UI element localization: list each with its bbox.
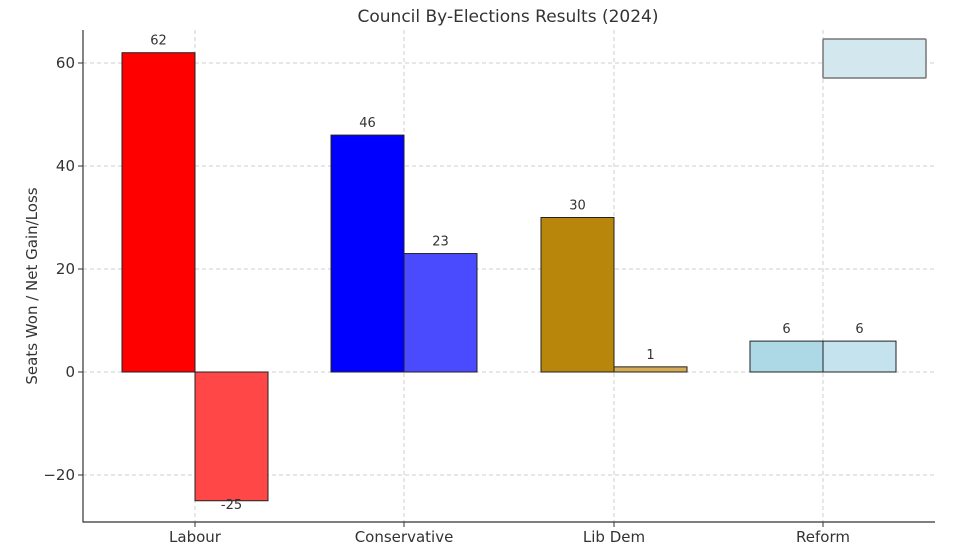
chart-title: Council By-Elections Results (2024)	[358, 7, 659, 27]
bar	[330, 134, 405, 373]
x-tick-label: Reform	[796, 528, 850, 546]
axis-spine	[82, 30, 935, 523]
x-tick-label: Lib Dem	[583, 528, 645, 546]
y-tick-label: 20	[56, 260, 75, 278]
y-tick-label: 40	[56, 157, 75, 175]
data-label: 6	[855, 322, 863, 337]
bar	[613, 366, 688, 373]
data-label: 30	[569, 199, 586, 214]
bar	[403, 253, 478, 373]
y-axis-label: Seats Won / Net Gain/Loss	[23, 187, 41, 384]
data-labels: 62 46 30 6 -25 23 1 6	[150, 34, 863, 513]
y-tick-label: 0	[65, 363, 75, 381]
x-tick-label: Conservative	[355, 528, 454, 546]
data-label: 6	[782, 322, 790, 337]
bar	[540, 217, 615, 373]
data-label: 23	[432, 235, 449, 250]
y-tick-label: 60	[56, 54, 75, 72]
bar	[822, 340, 897, 373]
bar	[749, 340, 824, 373]
bar	[194, 371, 269, 502]
bar	[121, 52, 196, 373]
data-label: 1	[646, 348, 654, 363]
x-tick-label: Labour	[169, 528, 222, 546]
data-label: -25	[221, 498, 242, 513]
axes: −20 0 20 40 60 Labour Conservative Lib Dem Refor…	[43, 30, 935, 546]
data-label: 62	[150, 34, 167, 49]
y-tick-label: −20	[43, 466, 75, 484]
legend	[822, 38, 927, 79]
legend-frame	[822, 38, 927, 79]
data-label: 46	[359, 116, 376, 131]
bars	[121, 52, 897, 502]
